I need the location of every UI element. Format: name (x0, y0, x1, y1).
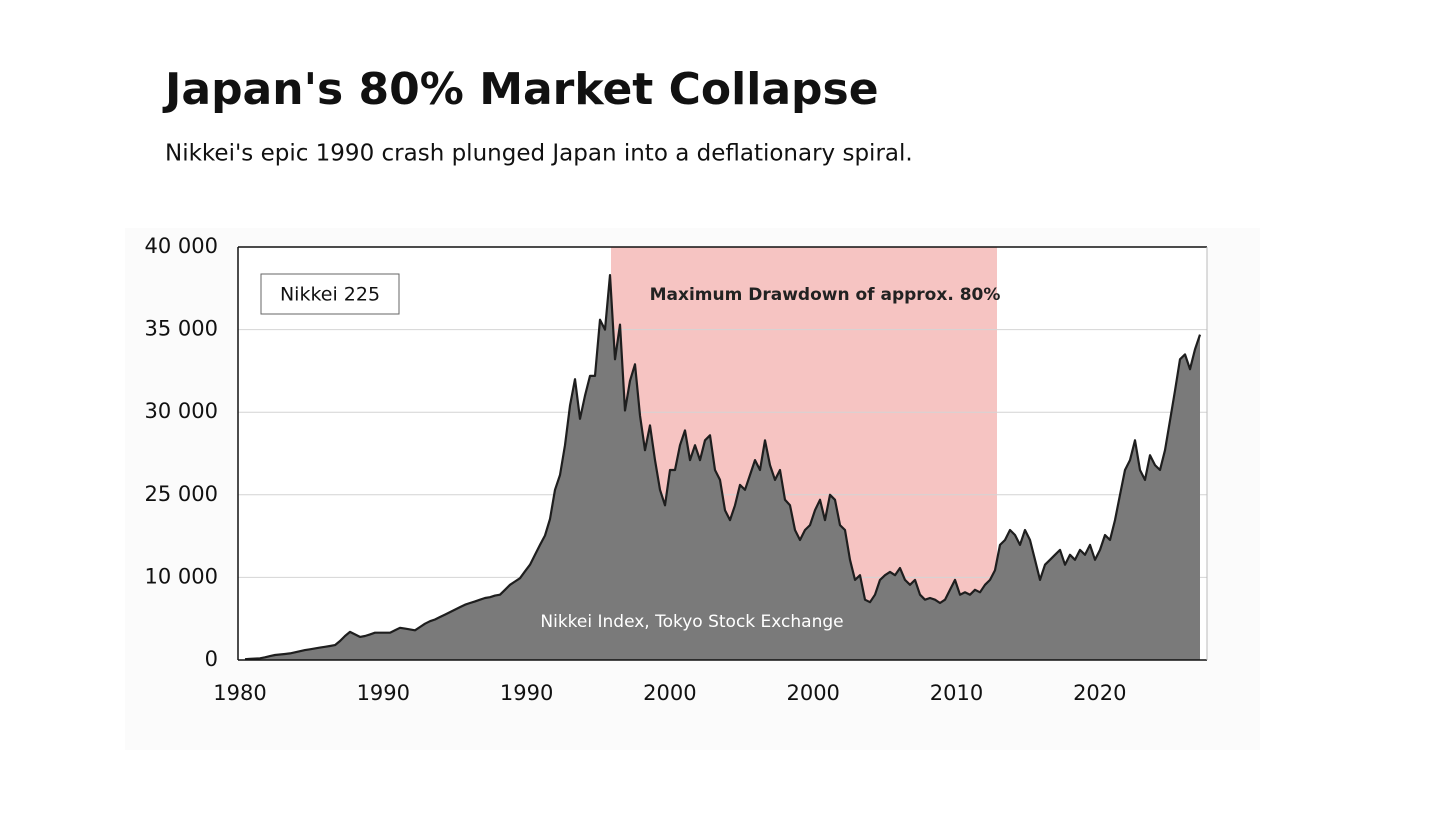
legend-label: Nikkei 225 (280, 284, 380, 306)
chart-subtitle: Nikkei's epic 1990 crash plunged Japan i… (165, 141, 913, 167)
x-tick-label: 1990 (357, 681, 410, 705)
y-tick-label: 30 000 (145, 399, 218, 423)
chart-title: Japan's 80% Market Collapse (162, 64, 879, 115)
x-tick-label: 2000 (643, 681, 696, 705)
legend-box (260, 273, 400, 315)
x-tick-label: 2020 (1073, 681, 1126, 705)
y-tick-label: 0 (205, 647, 218, 671)
y-tick-label: 25 000 (145, 482, 218, 506)
y-tick-label: 40 000 (145, 234, 218, 258)
x-tick-label: 2000 (786, 681, 839, 705)
x-tick-label: 1990 (500, 681, 553, 705)
line (244, 274, 1202, 661)
annotation: Maximum Drawdown of approx. 80% (650, 285, 1001, 305)
x-tick-label: 2010 (930, 681, 983, 705)
area (245, 275, 1200, 660)
x-tick-label: 1980 (213, 681, 266, 705)
y-tick-label: 35 000 (145, 317, 218, 341)
y-tick-label: 10 000 (145, 564, 218, 588)
source-note: Nikkei Index, Tokyo Stock Exchange (540, 612, 843, 632)
